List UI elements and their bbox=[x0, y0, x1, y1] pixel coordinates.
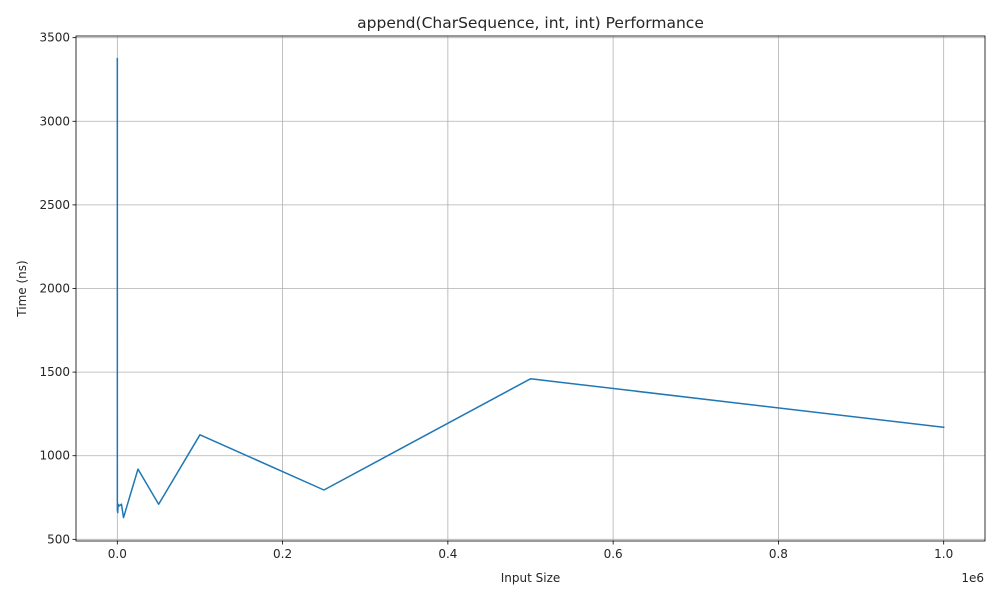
x-axis-label: Input Size bbox=[501, 571, 561, 585]
x-tick-label: 0.4 bbox=[438, 547, 457, 561]
y-tick-label: 3000 bbox=[39, 114, 70, 128]
y-tick-label: 1500 bbox=[39, 365, 70, 379]
grid bbox=[76, 36, 985, 541]
chart-title: append(CharSequence, int, int) Performan… bbox=[357, 14, 704, 32]
y-tick-label: 500 bbox=[47, 532, 70, 546]
x-tick-label: 0.8 bbox=[769, 547, 788, 561]
y-tick-label: 2000 bbox=[39, 282, 70, 296]
series-line bbox=[116, 57, 945, 519]
x-tick-label: 0.0 bbox=[108, 547, 127, 561]
y-axis-label: Time (ns) bbox=[15, 260, 29, 317]
y-tick-label: 2500 bbox=[39, 198, 70, 212]
x-tick-label: 0.6 bbox=[604, 547, 623, 561]
y-tick-label: 3500 bbox=[39, 31, 70, 45]
series-layer bbox=[116, 57, 945, 519]
x-axis-offset-label: 1e6 bbox=[961, 571, 984, 585]
y-tick-label: 1000 bbox=[39, 449, 70, 463]
ticks: 0.0 0.2 0.4 0.6 0.8 1.0 500 1000 1500 2000 2500 300… bbox=[39, 31, 953, 561]
x-tick-label: 1.0 bbox=[934, 547, 953, 561]
x-tick-label: 0.2 bbox=[273, 547, 292, 561]
